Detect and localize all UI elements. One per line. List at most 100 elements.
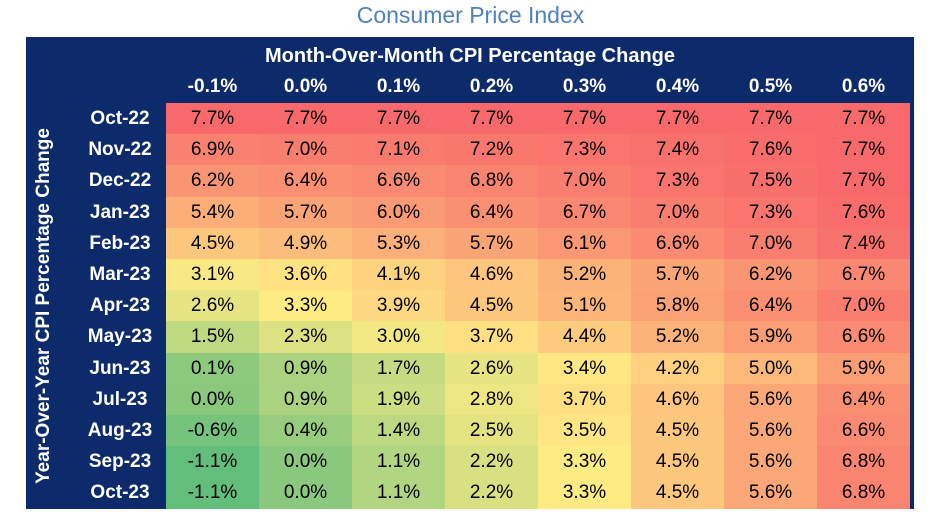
heatmap-cell: 6.2%: [166, 165, 259, 198]
heatmap-cell: 6.4%: [724, 290, 817, 322]
row-header: Feb-23: [89, 232, 151, 254]
heatmap-cell: 1.1%: [352, 446, 445, 478]
heatmap-cell: 4.6%: [631, 383, 724, 416]
heatmap-cell: 5.2%: [631, 321, 724, 354]
heatmap-cell: 1.7%: [352, 352, 445, 385]
heatmap-cell: 6.1%: [538, 227, 631, 260]
heatmap-cell: 7.7%: [445, 103, 538, 135]
heatmap-cell: 7.3%: [538, 134, 631, 166]
heatmap-cell: 1.9%: [352, 383, 445, 416]
heatmap-cell: 7.6%: [724, 134, 817, 166]
row-header: Mar-23: [89, 264, 151, 285]
heatmap-cell: -1.1%: [166, 446, 259, 478]
heatmap-cell: 3.1%: [166, 259, 259, 291]
heatmap-cell: 7.0%: [817, 290, 910, 322]
heatmap-cell: 3.6%: [259, 259, 352, 291]
row-axis-title-box: Year-Over-Year CPI Percentage Change: [26, 103, 62, 509]
row-header: Nov-22: [88, 139, 152, 161]
row-header: Oct-22: [90, 108, 150, 129]
heatmap-cell: 7.7%: [631, 103, 724, 135]
heatmap-cell: 7.6%: [817, 196, 910, 229]
row-header: Oct-23: [90, 482, 150, 504]
column-header: 0.4%: [655, 76, 700, 97]
heatmap-cell: 7.7%: [538, 103, 631, 135]
heatmap-cell: 7.7%: [352, 103, 445, 135]
heatmap-cell: 6.6%: [352, 165, 445, 198]
column-header: 0.1%: [376, 76, 421, 97]
heatmap-cell: 6.4%: [259, 165, 352, 198]
heatmap-cell: 4.5%: [631, 446, 724, 478]
heatmap-cell: 0.0%: [259, 446, 352, 478]
heatmap-cell: 4.5%: [445, 290, 538, 322]
heatmap-cell: 7.4%: [631, 134, 724, 166]
heatmap-cell: 3.9%: [352, 290, 445, 322]
heatmap-cell: 7.7%: [817, 165, 910, 198]
heatmap-cell: 3.7%: [445, 321, 538, 354]
heatmap-cell: 2.5%: [445, 415, 538, 447]
chart-title: Consumer Price Index: [356, 2, 585, 28]
heatmap-cell: 6.6%: [817, 321, 910, 354]
heatmap-cell: -1.1%: [166, 477, 259, 510]
heatmap-cell: 4.2%: [631, 352, 724, 385]
heatmap-cell: 7.0%: [631, 196, 724, 229]
heatmap-cell: 5.6%: [724, 383, 817, 416]
heatmap-cell: 5.8%: [631, 290, 724, 322]
row-axis-title: Year-Over-Year CPI Percentage Change: [33, 128, 55, 484]
heatmap-cell: 7.0%: [538, 165, 631, 198]
column-header: 0.0%: [283, 76, 328, 97]
heatmap-cell: 0.4%: [259, 415, 352, 447]
column-header: -0.1%: [187, 76, 238, 97]
heatmap-cell: 6.9%: [166, 134, 259, 166]
heatmap-cell: 2.6%: [166, 290, 259, 322]
heatmap-cell: 3.7%: [538, 383, 631, 416]
heatmap-cell: 4.1%: [352, 259, 445, 291]
heatmap-cell: 5.3%: [352, 227, 445, 260]
heatmap-cell: 6.8%: [817, 477, 910, 510]
column-header: 0.6%: [841, 76, 886, 97]
heatmap-cell: 1.5%: [166, 321, 259, 354]
row-header: Sep-23: [88, 451, 152, 473]
heatmap-cell: 5.7%: [631, 259, 724, 291]
heatmap-cell: 5.4%: [166, 196, 259, 229]
row-header: Jun-23: [89, 357, 151, 379]
heatmap-cell: 0.0%: [166, 383, 259, 416]
heatmap-cell: 4.4%: [538, 321, 631, 354]
heatmap-cell: 3.3%: [538, 477, 631, 510]
heatmap-cell: 5.7%: [259, 196, 352, 229]
row-header: Dec-22: [88, 170, 152, 192]
row-header: Apr-23: [89, 295, 151, 317]
heatmap-cell: 6.0%: [352, 196, 445, 229]
heatmap-cell: 7.0%: [259, 134, 352, 166]
heatmap-cell: 4.5%: [166, 227, 259, 260]
heatmap-cell: 4.9%: [259, 227, 352, 260]
heatmap-cell: 3.3%: [538, 446, 631, 478]
row-header: Jul-23: [92, 388, 148, 410]
heatmap-cell: 7.2%: [445, 134, 538, 166]
heatmap-cell: 7.1%: [352, 134, 445, 166]
column-header: 0.2%: [469, 76, 514, 97]
heatmap-cell: 6.4%: [817, 383, 910, 416]
heatmap-cell: 6.8%: [817, 446, 910, 478]
heatmap-cell: 1.1%: [352, 477, 445, 510]
heatmap-cell: 5.9%: [817, 352, 910, 385]
heatmap-cell: 2.2%: [445, 446, 538, 478]
heatmap-cell: 0.9%: [259, 383, 352, 416]
heatmap-cell: 1.4%: [352, 415, 445, 447]
heatmap-cell: 6.4%: [445, 196, 538, 229]
heatmap-cell: 2.3%: [259, 321, 352, 354]
heatmap-cell: 3.0%: [352, 321, 445, 354]
heatmap-cell: 6.6%: [817, 415, 910, 447]
heatmap-cell: 7.7%: [166, 103, 259, 135]
heatmap-cell: 7.5%: [724, 165, 817, 198]
heatmap-cell: 3.4%: [538, 352, 631, 385]
heatmap-cell: 0.9%: [259, 352, 352, 385]
heatmap-cell: 2.2%: [445, 477, 538, 510]
heatmap-cell: 6.6%: [631, 227, 724, 260]
heatmap-cell: 5.6%: [724, 477, 817, 510]
heatmap-cell: 2.6%: [445, 352, 538, 385]
heatmap-cell: 5.6%: [724, 415, 817, 447]
heatmap-cell: 4.5%: [631, 415, 724, 447]
row-header: Aug-23: [87, 420, 153, 441]
heatmap-cell: 7.7%: [817, 103, 910, 135]
heatmap-cell: 6.7%: [538, 196, 631, 229]
